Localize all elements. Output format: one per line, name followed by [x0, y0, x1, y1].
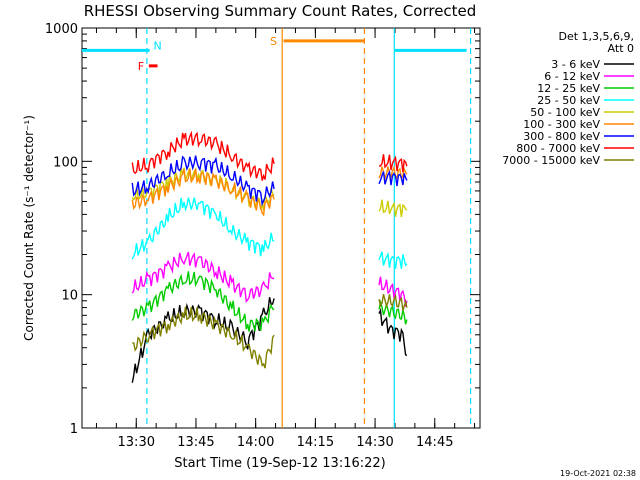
flag-label: N: [154, 39, 162, 52]
x-axis-label: Start Time (19-Sep-12 13:16:22): [174, 456, 385, 471]
legend-entry-label: 7000 - 15000 keV: [502, 154, 600, 167]
series-line: [131, 155, 408, 207]
timestamp: 19-Oct-2021 02:38: [560, 469, 636, 478]
plot-frame: [81, 27, 481, 429]
legend-header: Det 1,3,5,6,9,: [558, 30, 634, 43]
legend-entry-label: 25 - 50 keV: [537, 94, 600, 107]
legend-entry-label: 300 - 800 keV: [523, 130, 600, 143]
x-tick-label: 13:30: [118, 435, 155, 450]
series-line: [132, 293, 408, 369]
axes-layer: 1 10 100 1000 13:30 13:45 14:00 14:15 14:30 14:45: [45, 22, 480, 450]
flag-label: S: [270, 35, 277, 48]
x-tick-label: 14:30: [356, 435, 393, 450]
series-line: [131, 197, 408, 269]
series-line: [131, 130, 408, 181]
legend-entry-label: 3 - 6 keV: [551, 58, 600, 71]
y-axis-label: Corrected Count Rate (s⁻¹ detector⁻¹): [22, 115, 36, 341]
series-line: [131, 271, 408, 332]
legend-entry-label: 100 - 300 keV: [523, 118, 600, 131]
y-tick-label: 100: [53, 155, 78, 170]
series-layer: [131, 130, 408, 383]
x-tick-label: 14:45: [416, 435, 453, 450]
legend-entry-label: 800 - 7000 keV: [516, 142, 600, 155]
chart-title: RHESSI Observing Summary Count Rates, Co…: [84, 2, 477, 20]
flag-label: F: [138, 60, 144, 73]
y-tick-label: 1000: [45, 22, 78, 37]
x-tick-label: 14:00: [237, 435, 274, 450]
y-tick-label: 1: [70, 422, 78, 437]
x-tick-label: 14:15: [297, 435, 334, 450]
legend-header: Att 0: [608, 42, 634, 55]
legend-entry-label: 12 - 25 keV: [537, 82, 600, 95]
reference-lines-layer: NF S: [82, 28, 472, 428]
legend-entry-label: 6 - 12 keV: [544, 70, 600, 83]
legend-entry-label: 50 - 100 keV: [530, 106, 600, 119]
y-tick-label: 10: [61, 289, 78, 304]
series-line: [131, 251, 408, 307]
x-tick-label: 13:45: [177, 435, 214, 450]
